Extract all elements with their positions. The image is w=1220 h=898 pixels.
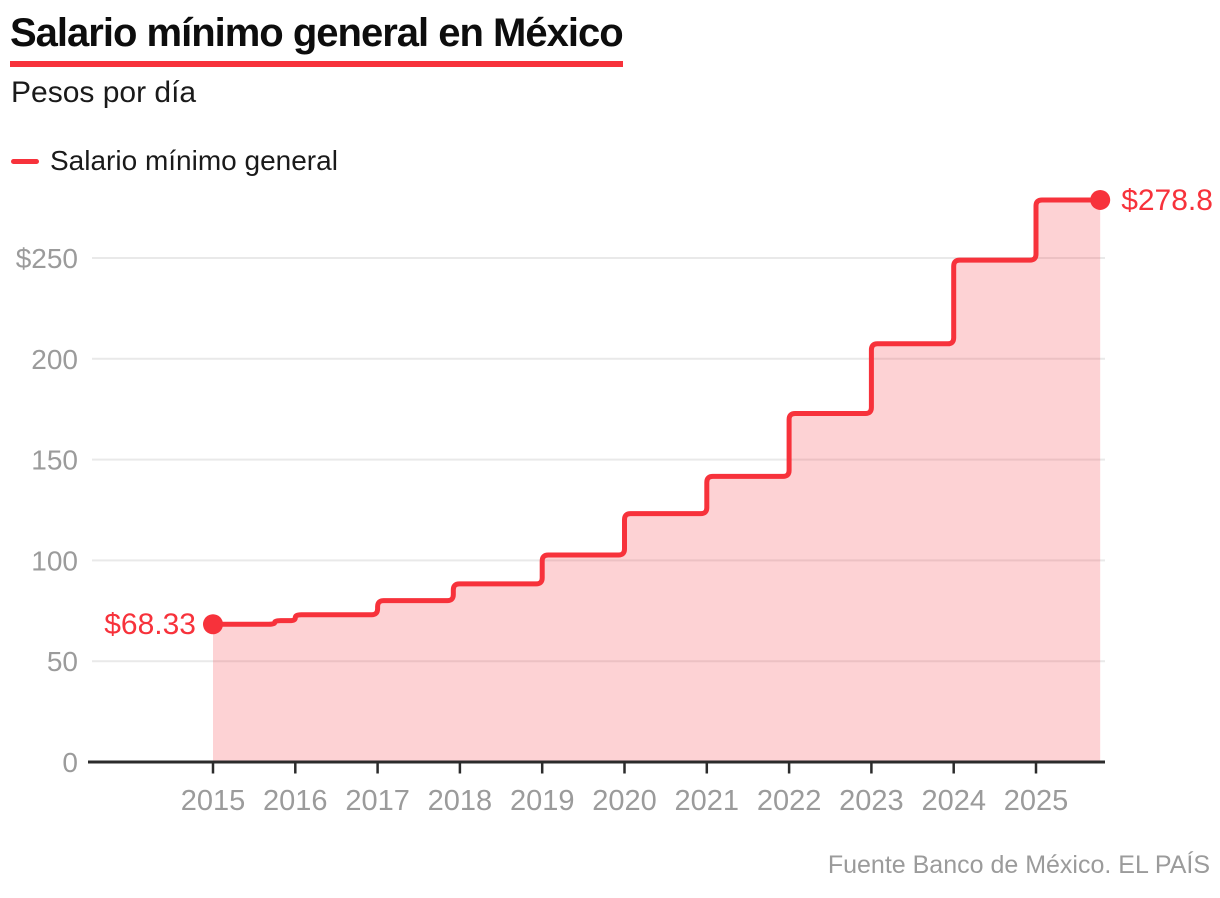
x-axis-tick-label: 2025 (1004, 785, 1069, 817)
x-axis-tick-label: 2018 (428, 785, 493, 817)
chart-subtitle: Pesos por día (11, 76, 197, 109)
y-axis-tick-label: $250 (16, 243, 78, 274)
x-axis-tick-label: 2016 (263, 785, 328, 817)
series-area-fill (213, 199, 1101, 761)
x-axis-tick-label: 2015 (181, 785, 246, 817)
x-axis-tick-label: 2021 (675, 785, 740, 817)
legend-line-swatch-icon (11, 158, 39, 164)
source-credit: Fuente Banco de México. EL PAÍS (827, 851, 1210, 879)
legend: Salario mínimo general (11, 145, 338, 177)
value-label: $278.8 (1121, 184, 1213, 217)
y-axis-tick-label: 50 (47, 646, 78, 677)
y-axis-tick-label: 150 (31, 445, 78, 476)
x-axis-tick-label: 2023 (839, 785, 904, 817)
x-axis-tick-label: 2022 (757, 785, 822, 817)
y-axis-tick-label: 200 (31, 344, 78, 375)
data-point-dot (1090, 189, 1111, 210)
y-axis-tick-label: 0 (62, 747, 78, 778)
series-line (210, 197, 1103, 627)
y-axis-tick-label: 100 (31, 545, 78, 576)
x-axis-tick-label: 2019 (510, 785, 575, 817)
page-title: Salario mínimo general en México (10, 13, 624, 67)
data-point-dot (203, 614, 223, 635)
value-label: $68.33 (104, 608, 196, 641)
legend-label: Salario mínimo general (50, 145, 338, 176)
x-axis-tick-label: 2020 (592, 785, 657, 817)
x-axis-tick-label: 2017 (345, 785, 410, 817)
x-axis-tick-label: 2024 (921, 785, 986, 817)
